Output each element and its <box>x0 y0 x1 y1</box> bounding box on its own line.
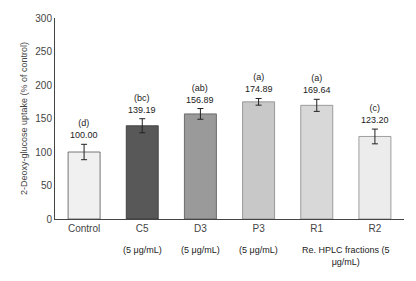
svg-text:(a)174.89: (a)174.89 <box>245 72 273 94</box>
svg-text:50: 50 <box>41 180 53 191</box>
svg-text:(5 μg/mL): (5 μg/mL) <box>181 245 220 255</box>
svg-text:(5 μg/mL): (5 μg/mL) <box>239 245 278 255</box>
svg-text:(ab)156.89: (ab)156.89 <box>186 83 214 105</box>
svg-text:100: 100 <box>35 147 52 158</box>
svg-text:(c)123.20: (c)123.20 <box>361 103 389 125</box>
svg-text:Control: Control <box>68 223 100 234</box>
svg-text:P3: P3 <box>252 223 265 234</box>
svg-text:D3: D3 <box>194 223 207 234</box>
svg-text:150: 150 <box>35 113 52 124</box>
svg-text:Re. HPLC fractions (5μg/mL): Re. HPLC fractions (5μg/mL) <box>302 245 390 267</box>
svg-text:R2: R2 <box>369 223 382 234</box>
svg-text:R1: R1 <box>310 223 323 234</box>
svg-text:(bc)139.19: (bc)139.19 <box>128 93 156 115</box>
svg-text:C5: C5 <box>136 223 149 234</box>
svg-text:2-Deoxy-glucose uptake (% of c: 2-Deoxy-glucose uptake (% of control) <box>19 42 29 195</box>
svg-text:(5 μg/mL): (5 μg/mL) <box>123 245 162 255</box>
svg-text:(a)169.64: (a)169.64 <box>303 73 331 95</box>
svg-text:250: 250 <box>35 46 52 57</box>
svg-text:300: 300 <box>35 13 52 24</box>
svg-text:(d)100.00: (d)100.00 <box>70 118 98 140</box>
svg-text:200: 200 <box>35 80 52 91</box>
svg-text:0: 0 <box>46 214 52 225</box>
